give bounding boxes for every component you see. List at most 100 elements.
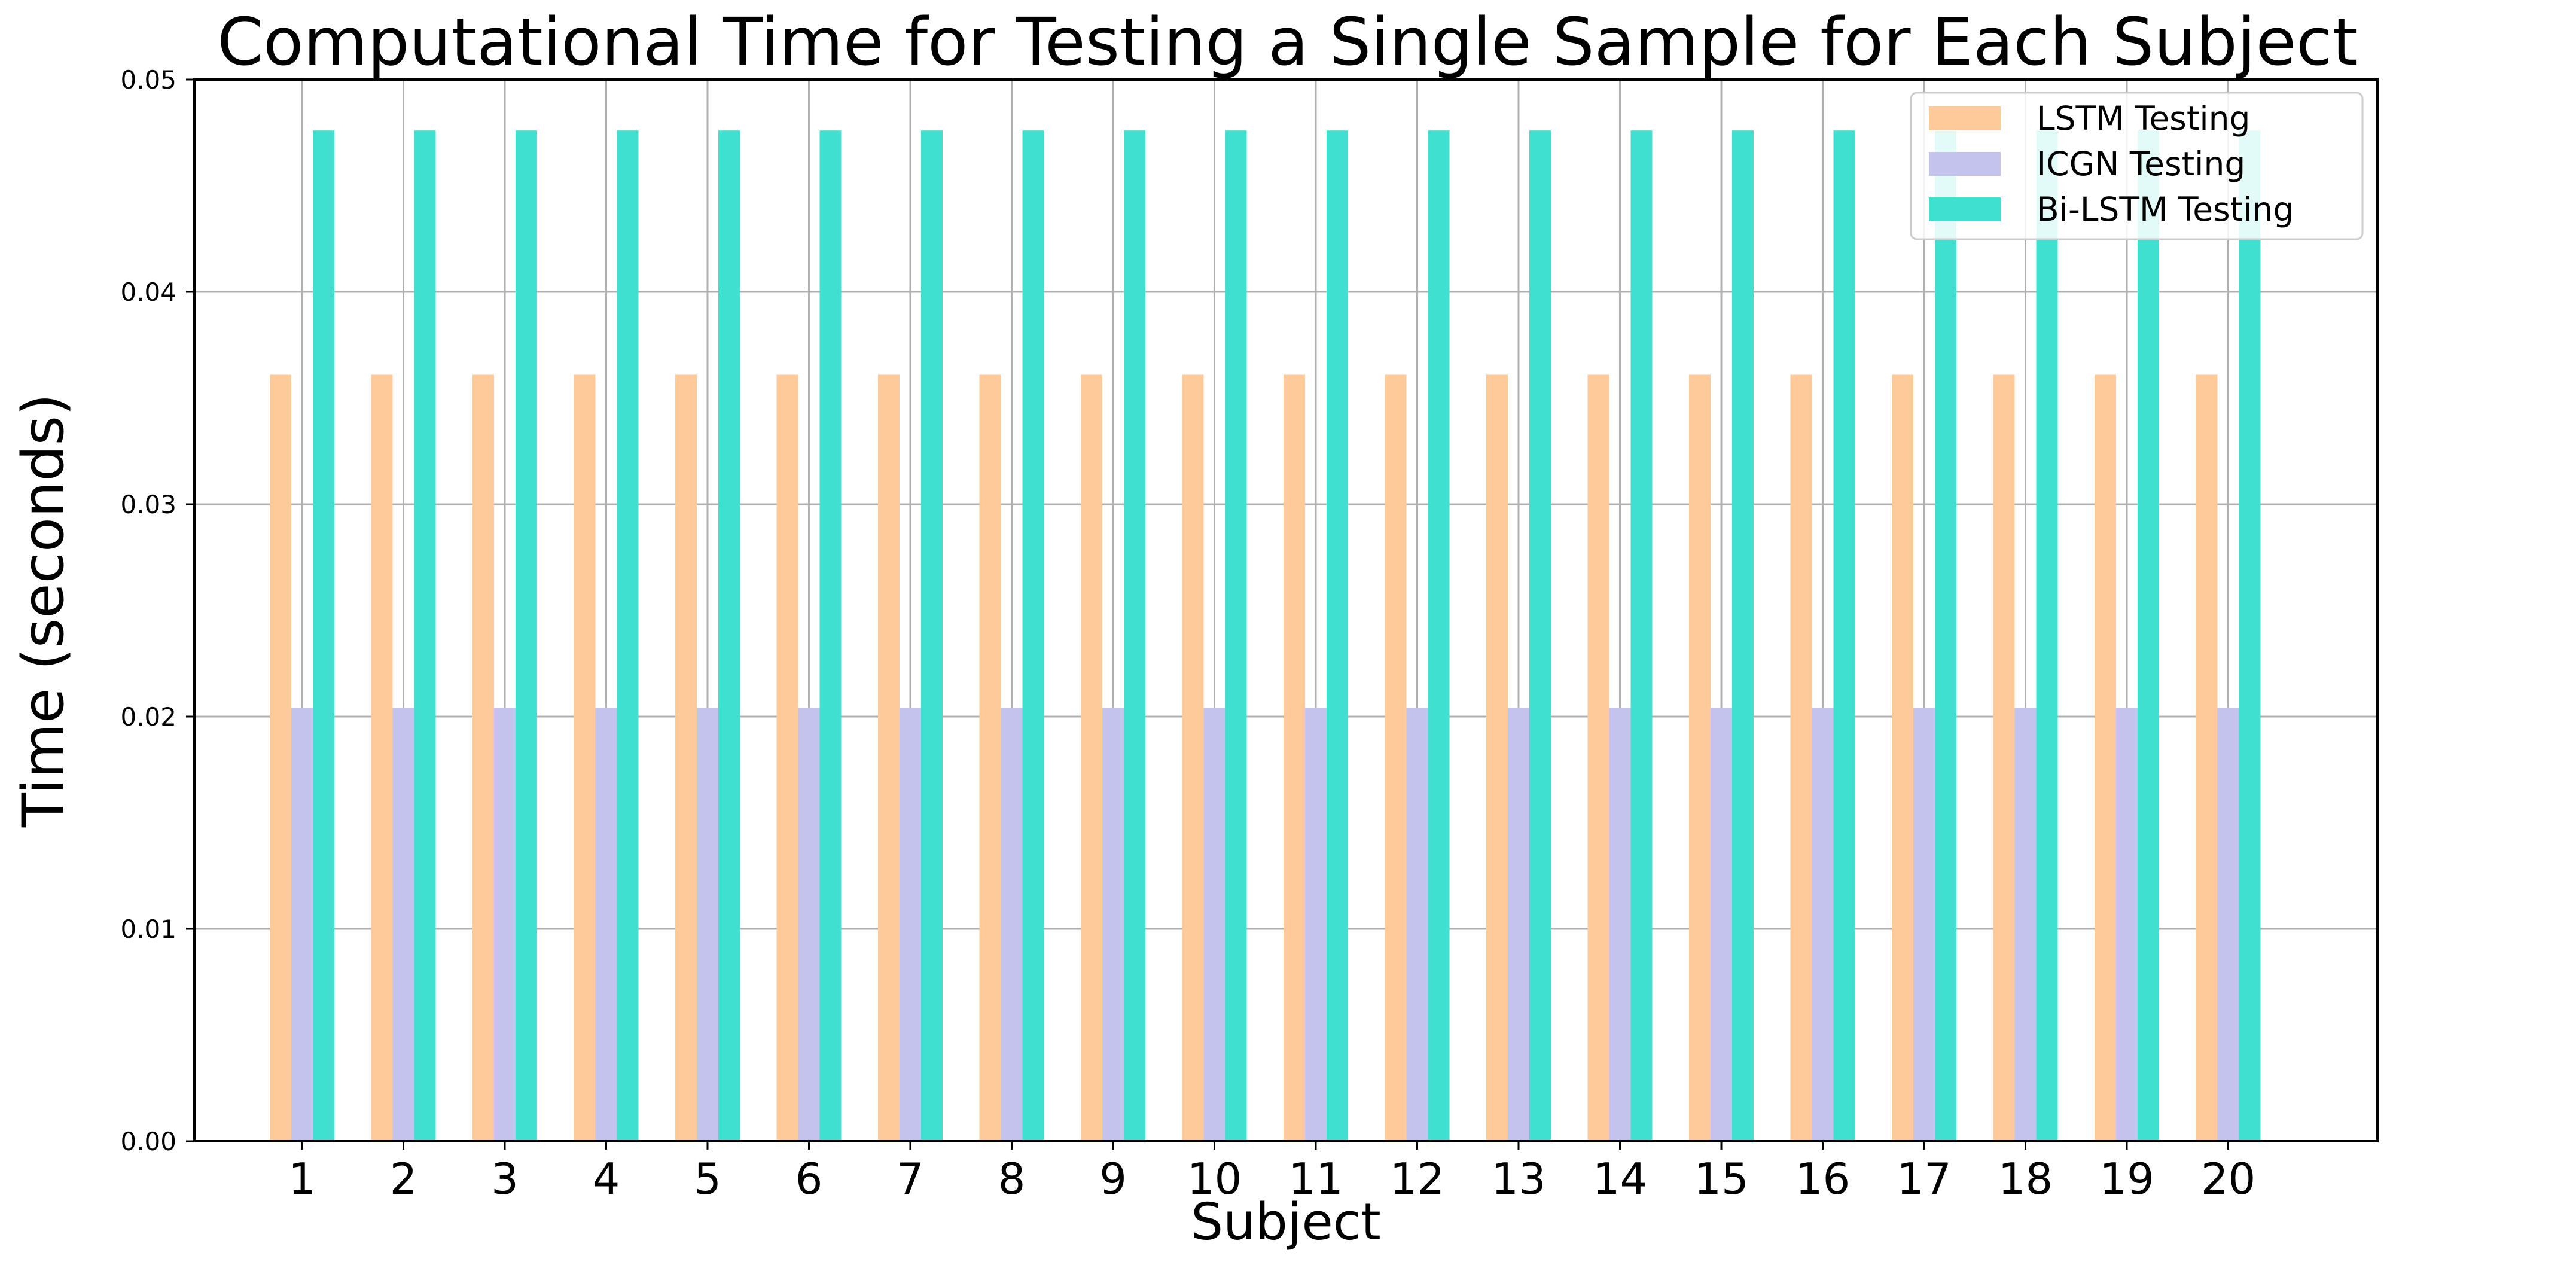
x-tick-label: 5 <box>694 1154 721 1204</box>
bar-bi-lstm-testing-7 <box>921 130 943 1142</box>
y-tick-label: 0.05 <box>120 65 176 95</box>
y-tick-label: 0.01 <box>120 915 176 944</box>
bar-bi-lstm-testing-18 <box>2036 130 2058 1142</box>
bar-icgn-testing-14 <box>1609 708 1631 1141</box>
bar-lstm-testing-2 <box>371 374 393 1142</box>
x-tick-label: 15 <box>1694 1154 1749 1204</box>
y-tick-label: 0.02 <box>120 702 176 732</box>
bar-lstm-testing-7 <box>878 374 900 1142</box>
bar-bi-lstm-testing-4 <box>617 130 639 1142</box>
x-axis-label: Subject <box>1191 1193 1381 1252</box>
bar-icgn-testing-13 <box>1508 708 1529 1141</box>
x-tick-label: 19 <box>2099 1154 2154 1204</box>
bar-lstm-testing-18 <box>1993 374 2015 1142</box>
bar-bi-lstm-testing-16 <box>1833 130 1855 1142</box>
bar-lstm-testing-20 <box>2196 374 2218 1142</box>
bar-icgn-testing-11 <box>1305 708 1327 1141</box>
plot-frame <box>193 78 2379 1142</box>
bar-lstm-testing-16 <box>1790 374 1812 1142</box>
bar-icgn-testing-1 <box>291 708 313 1141</box>
chart-title: Computational Time for Testing a Single … <box>217 4 2358 80</box>
bar-bi-lstm-testing-9 <box>1124 130 1145 1142</box>
bar-lstm-testing-11 <box>1284 374 1305 1142</box>
x-tick-label: 14 <box>1593 1154 1648 1204</box>
x-tick-label: 17 <box>1897 1154 1952 1204</box>
bar-icgn-testing-6 <box>798 708 820 1141</box>
bar-bi-lstm-testing-13 <box>1529 130 1551 1142</box>
bar-icgn-testing-20 <box>2217 708 2239 1141</box>
bar-bi-lstm-testing-17 <box>1935 130 1956 1142</box>
bar-bi-lstm-testing-3 <box>516 130 537 1142</box>
legend-label: LSTM Testing <box>2037 99 2250 138</box>
y-tick-label: 0.03 <box>120 490 176 519</box>
legend-swatch <box>1929 152 2001 176</box>
x-tick-label: 18 <box>1998 1154 2053 1204</box>
bar-lstm-testing-10 <box>1182 374 1204 1142</box>
legend-label: ICGN Testing <box>2037 145 2245 183</box>
bar-icgn-testing-10 <box>1203 708 1225 1141</box>
bar-icgn-testing-4 <box>595 708 617 1141</box>
x-tick-label: 7 <box>897 1154 924 1204</box>
bar-lstm-testing-14 <box>1587 374 1609 1142</box>
bar-icgn-testing-3 <box>494 708 516 1141</box>
bar-bi-lstm-testing-5 <box>718 130 740 1142</box>
legend-swatch <box>1929 197 2001 221</box>
bar-lstm-testing-4 <box>574 374 596 1142</box>
bar-icgn-testing-12 <box>1406 708 1428 1141</box>
bar-bi-lstm-testing-15 <box>1732 130 1754 1142</box>
y-tick-label: 0.04 <box>120 278 176 307</box>
bar-lstm-testing-13 <box>1486 374 1508 1142</box>
bar-icgn-testing-8 <box>1001 708 1023 1141</box>
x-tick-label: 11 <box>1288 1154 1343 1204</box>
bar-lstm-testing-3 <box>472 374 494 1142</box>
bar-lstm-testing-8 <box>979 374 1001 1142</box>
bar-icgn-testing-7 <box>900 708 921 1141</box>
bar-icgn-testing-2 <box>392 708 414 1141</box>
bar-bi-lstm-testing-8 <box>1022 130 1044 1142</box>
bar-icgn-testing-17 <box>1913 708 1935 1141</box>
y-axis-label: Time (seconds) <box>11 394 77 828</box>
bar-lstm-testing-6 <box>776 374 798 1142</box>
bar-lstm-testing-1 <box>270 374 291 1142</box>
bar-icgn-testing-19 <box>2116 708 2138 1141</box>
x-tick-label: 8 <box>998 1154 1026 1204</box>
bar-icgn-testing-16 <box>1812 708 1834 1141</box>
bar-icgn-testing-5 <box>697 708 718 1141</box>
bar-bi-lstm-testing-11 <box>1327 130 1348 1142</box>
bar-icgn-testing-9 <box>1102 708 1124 1141</box>
x-tick-label: 1 <box>288 1154 316 1204</box>
legend-label: Bi-LSTM Testing <box>2037 190 2294 228</box>
legend: LSTM Testing ICGN Testing Bi-LSTM Testing <box>1910 92 2364 240</box>
bar-bi-lstm-testing-6 <box>819 130 842 1142</box>
bar-icgn-testing-18 <box>2014 708 2037 1141</box>
bar-bi-lstm-testing-2 <box>414 130 436 1142</box>
ticks-layer: 0.000.010.020.030.040.051 2 3 4 5 6 7 8 9 10 11 12 1… <box>120 65 2255 1204</box>
bar-lstm-testing-5 <box>675 374 697 1142</box>
x-tick-label: 9 <box>1099 1154 1127 1204</box>
bar-lstm-testing-15 <box>1689 374 1711 1142</box>
bar-bi-lstm-testing-20 <box>2239 130 2261 1142</box>
bar-lstm-testing-9 <box>1081 374 1102 1142</box>
x-tick-label: 6 <box>795 1154 823 1204</box>
bar-bi-lstm-testing-10 <box>1225 130 1247 1142</box>
bar-bi-lstm-testing-19 <box>2138 130 2159 1142</box>
x-tick-label: 12 <box>1390 1154 1445 1204</box>
legend-swatch <box>1929 106 2001 130</box>
x-tick-label: 20 <box>2201 1154 2256 1204</box>
bar-lstm-testing-12 <box>1385 374 1407 1142</box>
x-tick-label: 16 <box>1795 1154 1851 1204</box>
x-tick-label: 10 <box>1187 1154 1242 1204</box>
x-tick-label: 4 <box>593 1154 620 1204</box>
bar-bi-lstm-testing-1 <box>313 130 334 1142</box>
bar-lstm-testing-19 <box>2095 374 2116 1142</box>
bars-layer <box>270 130 2261 1142</box>
bar-bi-lstm-testing-12 <box>1428 130 1450 1142</box>
y-tick-label: 0.00 <box>120 1127 176 1156</box>
bar-icgn-testing-15 <box>1711 708 1732 1141</box>
bar-lstm-testing-17 <box>1892 374 1913 1142</box>
bar-bi-lstm-testing-14 <box>1630 130 1653 1142</box>
legend-box <box>1910 92 2364 240</box>
x-tick-label: 2 <box>390 1154 417 1204</box>
x-tick-label: 3 <box>491 1154 519 1204</box>
